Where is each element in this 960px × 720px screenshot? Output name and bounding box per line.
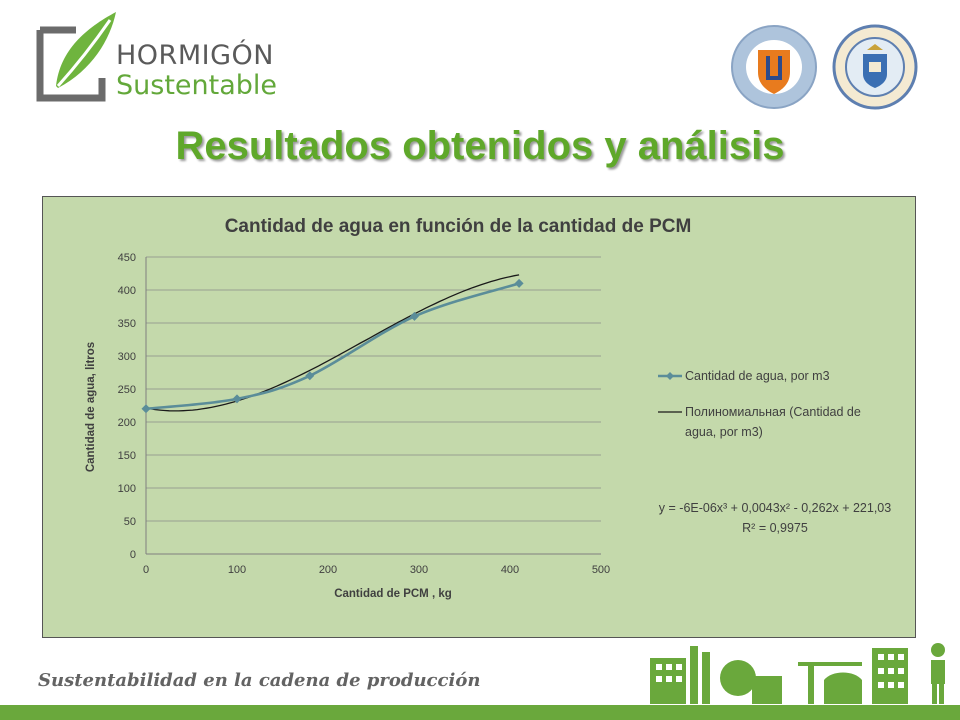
slide-title: Resultados obtenidos y análisis bbox=[175, 124, 785, 168]
trendline-r-squared: R² = 0,9975 bbox=[742, 521, 808, 535]
x-axis-title: Cantidad de PCM , kg bbox=[334, 588, 452, 600]
y-tick-label: 400 bbox=[118, 285, 136, 297]
y-axis-title: Cantidad de agua, litros bbox=[85, 342, 97, 472]
polynomial-trendline bbox=[145, 274, 520, 412]
legend-trendline-label-line2: agua, por m3) bbox=[685, 425, 763, 439]
x-axis-tick-labels: 0 100 200 300 400 500 bbox=[143, 564, 610, 576]
data-point-0 bbox=[141, 404, 151, 414]
brand-name-line1: HORMIGÓN bbox=[116, 40, 274, 71]
chart-title: Cantidad de agua en función de la cantid… bbox=[225, 216, 692, 237]
x-tick-label: 500 bbox=[592, 564, 610, 576]
legend-series-marker bbox=[666, 372, 674, 380]
legend-series-label: Cantidad de agua, por m3 bbox=[685, 369, 830, 383]
data-point-295 bbox=[409, 311, 419, 321]
water-vs-pcm-chart: Cantidad de agua en función de la cantid… bbox=[85, 216, 891, 600]
x-tick-label: 300 bbox=[410, 564, 428, 576]
legend-trendline-label-line1: Полиномиальная (Cantidad de bbox=[685, 405, 861, 419]
y-tick-label: 100 bbox=[118, 483, 136, 495]
y-tick-label: 350 bbox=[118, 318, 136, 330]
chart-gridlines bbox=[146, 256, 601, 522]
y-tick-label: 250 bbox=[118, 384, 136, 396]
data-point-410 bbox=[514, 278, 524, 288]
x-tick-label: 100 bbox=[228, 564, 246, 576]
leaf-frame-icon bbox=[36, 12, 116, 102]
y-tick-label: 0 bbox=[130, 549, 136, 561]
upm-seal-icon bbox=[832, 24, 918, 110]
brand-name-line2: Sustentable bbox=[116, 70, 278, 101]
x-tick-label: 0 bbox=[143, 564, 149, 576]
trendline-equation: y = -6E-06x³ + 0,0043x² - 0,262x + 221,0… bbox=[659, 501, 891, 515]
x-tick-label: 200 bbox=[319, 564, 337, 576]
y-tick-label: 450 bbox=[118, 252, 136, 264]
y-tick-label: 150 bbox=[118, 450, 136, 462]
data-point-100 bbox=[232, 394, 242, 404]
y-axis-tick-labels: 0 50 100 150 200 250 300 350 400 450 bbox=[118, 252, 136, 561]
chart-panel: Cantidad de agua en función de la cantid… bbox=[42, 196, 916, 638]
x-tick-label: 400 bbox=[501, 564, 519, 576]
y-tick-label: 200 bbox=[118, 417, 136, 429]
y-tick-label: 300 bbox=[118, 351, 136, 363]
y-tick-label: 50 bbox=[124, 516, 136, 528]
series-markers bbox=[141, 278, 524, 414]
production-chain-illustration bbox=[650, 643, 945, 704]
data-point-180 bbox=[305, 371, 315, 381]
footer-tagline: Sustentabilidad en la cadena de producci… bbox=[38, 670, 481, 691]
chart-legend: Cantidad de agua, por m3 Полиномиальная … bbox=[658, 369, 861, 439]
footer-bar bbox=[0, 705, 960, 720]
hormigon-sustentable-logo bbox=[36, 10, 306, 102]
series-line bbox=[145, 282, 520, 411]
ucn-seal-icon bbox=[731, 25, 817, 109]
